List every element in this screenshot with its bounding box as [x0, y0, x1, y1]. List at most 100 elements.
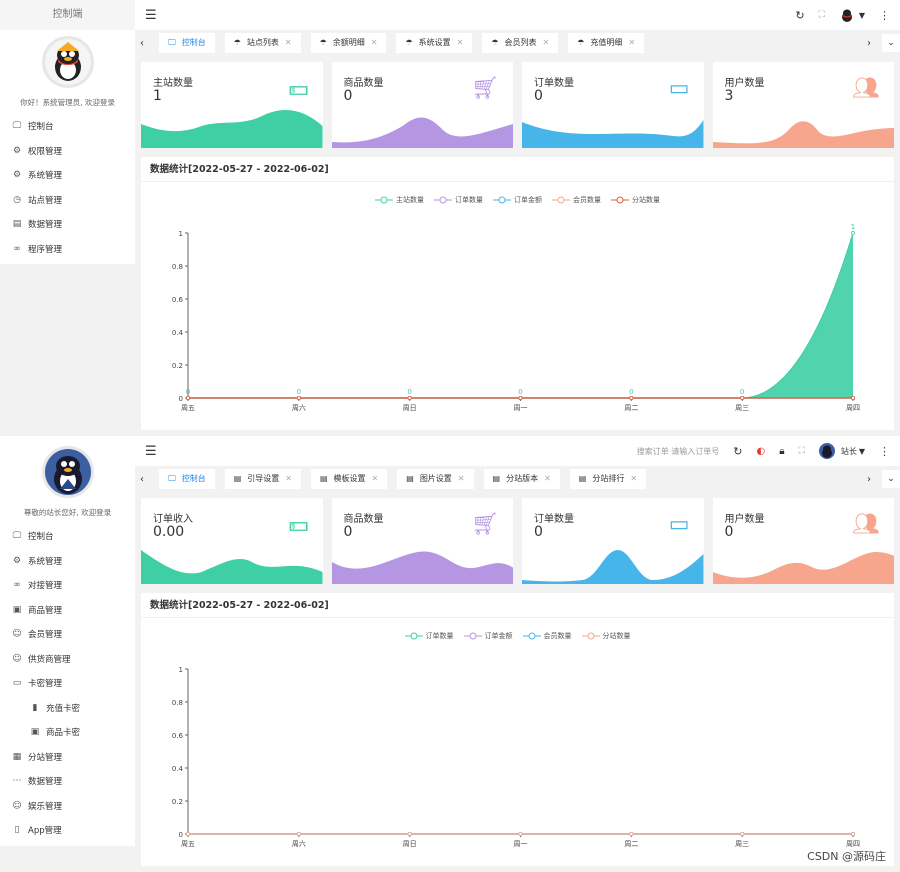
legend-item[interactable]: 会员数量 [552, 195, 601, 205]
tab-close-icon[interactable]: ✕ [456, 38, 464, 47]
sidebar-item[interactable]: ◷ 站点管理 [0, 188, 135, 213]
stat-cards: 订单收入 0.00 💵︎ 商品数量 0 🛒︎ 订单数量 0 ▭ 用户数量 0 👥︎ [141, 498, 894, 584]
data-point[interactable] [296, 831, 301, 836]
data-point[interactable] [851, 395, 856, 400]
tab-close-icon[interactable]: ✕ [457, 474, 465, 483]
sidebar-item[interactable]: ☺︎ 娱乐管理 [0, 794, 135, 819]
data-point[interactable] [407, 831, 412, 836]
sidebar-item[interactable]: ▤ 数据管理 [0, 212, 135, 237]
sidebar-item[interactable]: ▣ 商品卡密 [0, 720, 135, 745]
data-point[interactable] [518, 395, 523, 400]
sidebar-item[interactable]: ☺︎ 供货商管理 [0, 647, 135, 672]
refresh-icon[interactable]: ↻ [733, 444, 743, 458]
tab[interactable]: ☂︎ 余额明细 ✕ [310, 33, 387, 53]
tab[interactable]: ☂︎ 会员列表 ✕ [482, 33, 559, 53]
tab[interactable]: ☂︎ 系统设置 ✕ [396, 33, 473, 53]
user-avatar[interactable] [818, 443, 835, 459]
tab-scroll-right-icon[interactable]: › [867, 37, 871, 49]
sidebar-item[interactable]: ⚙︎ 系统管理 [0, 549, 135, 574]
tab[interactable]: ▤ 引导设置 ✕ [224, 469, 301, 489]
user-name[interactable]: 站长 [840, 446, 857, 456]
data-point[interactable] [851, 231, 856, 236]
legend-item[interactable]: 会员数量 [522, 631, 572, 641]
stat-card[interactable]: 用户数量 3 👥︎ [712, 62, 894, 148]
more-icon[interactable]: ⋮ [879, 8, 890, 22]
tab[interactable]: 🖵︎ 控制台 [159, 469, 215, 489]
tab-scroll-right-icon[interactable]: › [867, 473, 871, 485]
tab-close-icon[interactable]: ✕ [542, 38, 550, 47]
data-point[interactable] [629, 395, 634, 400]
tab-menu-dropdown-icon[interactable]: ⌄ [882, 470, 900, 488]
sidebar-item[interactable]: ▭ 卡密管理 [0, 671, 135, 696]
sidebar-item[interactable]: ▣ 商品管理 [0, 598, 135, 623]
gear-icon: ⚙︎ [12, 555, 22, 566]
stat-card[interactable]: 订单收入 0.00 💵︎ [141, 498, 323, 584]
data-point[interactable] [407, 395, 412, 400]
stat-card[interactable]: 商品数量 0 🛒︎ [331, 498, 513, 584]
sidebar-item[interactable]: ▯ App管理 [0, 818, 135, 843]
tab[interactable]: ▤ 模板设置 ✕ [310, 469, 388, 489]
avatar[interactable] [41, 36, 94, 88]
stat-card[interactable]: 订单数量 0 ▭ [522, 62, 704, 148]
refresh-icon[interactable]: ↻ [795, 8, 805, 22]
tab[interactable]: ▤ 分站排行 ✕ [569, 469, 647, 489]
sidebar-item[interactable]: ∞ 对接管理 [0, 573, 135, 598]
data-point[interactable] [740, 831, 745, 836]
data-point[interactable] [629, 831, 634, 836]
tab-close-icon[interactable]: ✕ [628, 38, 636, 47]
user-dropdown-icon[interactable]: ▼ [858, 446, 865, 456]
data-point[interactable] [518, 831, 523, 836]
tab-close-icon[interactable]: ✕ [284, 38, 292, 47]
lock-icon[interactable]: 🔒︎ [779, 445, 785, 457]
stat-card[interactable]: 用户数量 0 👥︎ [712, 498, 894, 584]
tab-close-icon[interactable]: ✕ [544, 474, 551, 483]
sidebar-item[interactable]: ⚙︎ 系统管理 [0, 163, 135, 188]
stat-card[interactable]: 主站数量 1 💵︎ [141, 62, 323, 148]
fullscreen-icon[interactable]: ⛶ [818, 10, 825, 20]
sidebar-item[interactable]: ∞ 程序管理 [0, 237, 135, 262]
user-avatar[interactable] [838, 7, 855, 23]
sidebar-item[interactable]: ⋯ 数据管理 [0, 769, 135, 794]
tab[interactable]: ▤ 图片设置 ✕ [397, 469, 474, 489]
legend-item[interactable]: 订单数量 [434, 195, 483, 205]
tab[interactable]: ☂︎ 站点列表 ✕ [224, 33, 301, 53]
more-icon[interactable]: ⋮ [879, 444, 890, 458]
legend-item[interactable]: 主站数量 [375, 195, 424, 205]
data-point[interactable] [851, 831, 856, 836]
data-point[interactable] [296, 395, 301, 400]
user-dropdown-icon[interactable]: ▼ [858, 10, 865, 20]
sidebar-item[interactable]: ▮ 充值卡密 [0, 696, 135, 721]
menu-toggle-icon[interactable]: ☰ [145, 7, 157, 23]
fullscreen-icon[interactable]: ⛶ [798, 446, 805, 456]
tab[interactable]: ☂︎ 充值明细 ✕ [568, 33, 645, 53]
tab-close-icon[interactable]: ✕ [370, 38, 378, 47]
stat-card[interactable]: 订单数量 0 ▭ [522, 498, 704, 584]
sidebar-item[interactable]: 🖵︎ 控制台 [0, 114, 135, 139]
data-point[interactable] [740, 395, 745, 400]
avatar[interactable] [41, 446, 94, 498]
box-icon: ▣ [30, 727, 40, 738]
sidebar-item[interactable]: ⚙︎ 权限管理 [0, 139, 135, 164]
tab-scroll-left-icon[interactable]: ‹ [140, 473, 144, 485]
tab-close-icon[interactable]: ✕ [371, 474, 379, 483]
menu-toggle-icon[interactable]: ☰ [145, 443, 157, 459]
stat-card[interactable]: 商品数量 0 🛒︎ [331, 62, 513, 148]
legend-item[interactable]: 分站数量 [581, 631, 631, 641]
legend-item[interactable]: 分站数量 [611, 195, 660, 205]
data-point[interactable] [186, 395, 191, 400]
legend-item[interactable]: 订单数量 [404, 631, 454, 641]
tab-close-icon[interactable]: ✕ [285, 474, 292, 483]
tab-close-icon[interactable]: ✕ [630, 474, 638, 483]
legend-item[interactable]: 订单金额 [493, 195, 542, 205]
sidebar-item[interactable]: ▦ 分站管理 [0, 745, 135, 770]
theme-icon[interactable]: ◐ [756, 445, 766, 457]
tab[interactable]: 🖵︎ 控制台 [159, 33, 215, 53]
data-point[interactable] [186, 831, 191, 836]
sidebar-item[interactable]: ☺︎ 会员管理 [0, 622, 135, 647]
tab-scroll-left-icon[interactable]: ‹ [140, 37, 144, 49]
legend-item[interactable]: 订单金额 [463, 631, 513, 641]
tab[interactable]: ▤ 分站版本 ✕ [483, 469, 560, 489]
tab-menu-dropdown-icon[interactable]: ⌄ [882, 34, 900, 52]
sidebar-item[interactable]: 🖵︎ 控制台 [0, 524, 135, 549]
order-search-input[interactable]: 搜索订单 请输入订单号 [636, 446, 720, 456]
